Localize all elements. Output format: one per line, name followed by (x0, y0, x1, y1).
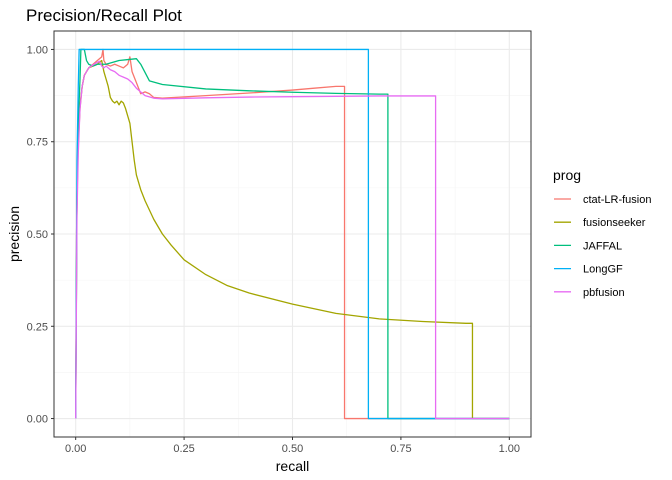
x-tick-label: 0.00 (65, 443, 86, 455)
legend-label-jaffal: JAFFAL (583, 240, 622, 252)
x-tick-label: 0.50 (282, 443, 303, 455)
x-axis-title: recall (276, 458, 309, 474)
series-line-longgf (75, 48, 510, 420)
x-tick-label: 0.25 (173, 443, 194, 455)
y-tick-label: 0.75 (27, 137, 48, 149)
x-tick-label: 0.75 (390, 443, 411, 455)
chart-title: Precision/Recall Plot (26, 6, 182, 25)
y-axis: 0.00 0.25 0.50 0.75 1.00 (27, 44, 54, 426)
y-tick-label: 0.50 (27, 229, 48, 241)
legend-label-ctat-lr-fusion: ctat-LR-fusion (583, 194, 651, 206)
series-line-jaffal (75, 48, 510, 420)
y-tick-label: 1.00 (27, 44, 48, 56)
legend-title: prog (553, 167, 581, 183)
legend-label-fusionseeker: fusionseeker (583, 217, 646, 229)
legend-label-pbfusion: pbfusion (583, 287, 625, 299)
legend-label-longgf: LongGF (583, 264, 623, 276)
series-line-pbfusion (75, 60, 510, 420)
y-tick-label: 0.00 (27, 414, 48, 426)
y-tick-label: 0.25 (27, 321, 48, 333)
plot-panel (53, 30, 532, 438)
x-axis: 0.00 0.25 0.50 0.75 1.00 (65, 437, 520, 455)
x-tick-label: 1.00 (499, 443, 520, 455)
y-axis-title: precision (6, 206, 22, 262)
legend: prog ctat-LR-fusion fusionseeker JAFFAL Lon… (553, 167, 651, 299)
